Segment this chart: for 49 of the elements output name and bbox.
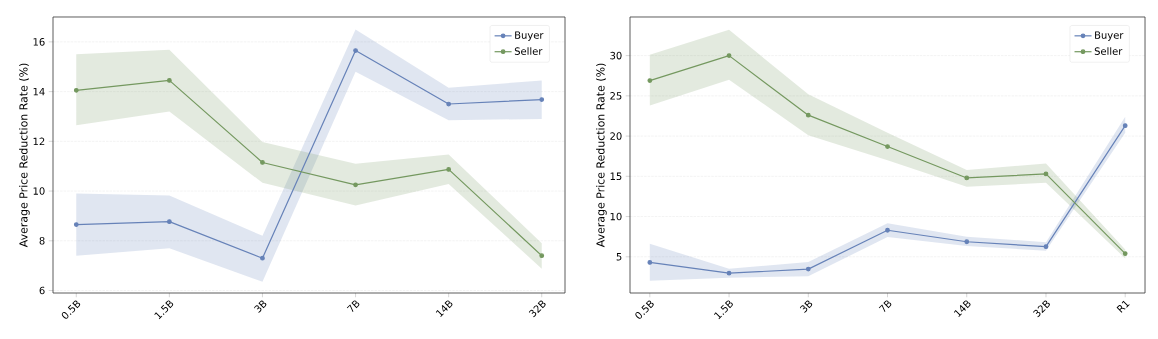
x-tick-label: 7B — [346, 300, 360, 313]
point — [166, 219, 172, 225]
point — [260, 255, 265, 261]
point — [805, 112, 811, 118]
y-tick-label: 25 — [610, 92, 622, 100]
point — [353, 48, 358, 53]
x-tick-label: R1 — [1116, 300, 1130, 313]
point — [647, 78, 653, 83]
point — [726, 53, 732, 59]
point — [539, 253, 545, 259]
point — [885, 144, 890, 149]
point — [166, 78, 172, 83]
point — [73, 222, 79, 228]
y-tick-label: 5 — [616, 253, 622, 261]
point — [446, 167, 452, 172]
point — [964, 175, 970, 181]
y-tick-label: 8 — [39, 237, 45, 245]
point — [1122, 123, 1128, 129]
y-tick-label: 30 — [610, 51, 622, 60]
y-tick-label: 6 — [39, 286, 45, 295]
y-tick-label: 12 — [33, 137, 45, 146]
legend-label: Buyer — [1095, 31, 1124, 41]
point — [539, 97, 545, 102]
x-tick-label: 3B — [254, 300, 267, 313]
point — [353, 182, 358, 188]
legend-label: Seller — [1094, 47, 1123, 55]
point — [726, 270, 732, 276]
y-tick-label: 16 — [33, 38, 45, 46]
x-tick-label: 7B — [878, 300, 892, 313]
point — [73, 87, 79, 93]
point — [885, 227, 890, 233]
point — [1043, 171, 1049, 177]
x-tick-label: 3B — [799, 300, 813, 313]
point — [260, 160, 265, 165]
point — [1043, 244, 1049, 250]
legend-label: Buyer — [515, 31, 544, 41]
y-tick-label: 15 — [610, 172, 622, 181]
legend-label: Seller — [514, 47, 543, 55]
point — [1122, 251, 1128, 256]
point — [647, 260, 653, 265]
y-axis-title: Average Price Reduction Rate (%) — [19, 63, 30, 248]
y-tick-label: 10 — [610, 212, 622, 221]
y-tick-label: 20 — [610, 132, 622, 140]
y-tick-label: 10 — [33, 187, 45, 195]
point — [805, 266, 811, 272]
y-tick-label: 14 — [33, 87, 45, 96]
point — [446, 101, 452, 107]
y-axis-title: Average Price Reduction Rate (%) — [596, 63, 607, 248]
point — [964, 239, 970, 245]
